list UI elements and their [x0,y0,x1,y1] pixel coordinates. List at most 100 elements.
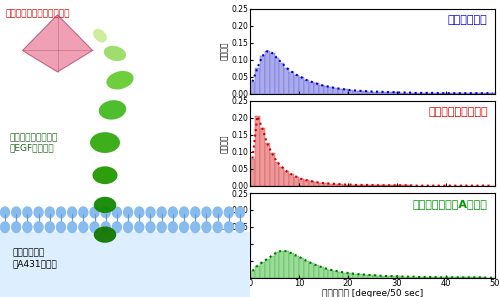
Text: ラトランクリンA添加時: ラトランクリンA添加時 [413,199,488,209]
Bar [466,277,470,278]
Bar [407,185,412,186]
Y-axis label: 相対頻度: 相対頻度 [220,42,229,61]
Circle shape [101,222,110,233]
Bar [334,271,338,278]
Circle shape [12,207,20,218]
Bar [274,252,280,278]
Text: 上皮がん細胞
（A431細胞）: 上皮がん細胞 （A431細胞） [12,249,57,268]
Bar [378,276,382,278]
Bar [441,277,446,278]
Bar [294,75,299,94]
Ellipse shape [90,132,120,153]
Circle shape [180,222,188,233]
Bar [270,53,274,94]
Bar [318,267,324,278]
Bar [392,185,397,186]
Bar [358,274,362,278]
Bar [451,277,456,278]
Bar [338,184,343,186]
Circle shape [135,222,144,233]
Circle shape [90,207,99,218]
Circle shape [68,207,76,218]
Bar [280,251,284,278]
Circle shape [0,222,10,233]
Circle shape [34,222,43,233]
Bar [387,276,392,278]
Bar [392,92,397,94]
Bar [460,93,466,94]
Bar [289,253,294,278]
Bar [255,266,260,278]
Circle shape [23,222,32,233]
Bar [260,263,264,278]
Bar [343,273,348,278]
Bar [289,174,294,186]
Bar [397,93,402,94]
Bar [402,93,407,94]
Bar [412,93,416,94]
Bar [422,277,426,278]
Bar [416,277,422,278]
Circle shape [157,222,166,233]
Circle shape [124,207,132,218]
Bar [432,277,436,278]
Bar [260,128,264,186]
Bar [426,277,432,278]
Circle shape [168,207,177,218]
Bar [299,179,304,186]
Bar [299,258,304,278]
Bar [368,275,372,278]
Circle shape [146,222,155,233]
Bar [432,93,436,94]
Bar [255,116,260,186]
Bar [407,93,412,94]
Circle shape [190,207,200,218]
Circle shape [56,207,66,218]
Bar [309,181,314,186]
Bar [387,92,392,94]
Text: 上皮成長因子受容体
（EGF受容体）: 上皮成長因子受容体 （EGF受容体） [10,133,58,152]
Bar [348,273,353,278]
Bar [426,93,432,94]
Bar [284,171,289,186]
Bar [324,86,328,94]
Bar [476,93,480,94]
Bar [270,256,274,278]
Bar [309,82,314,94]
Bar [264,259,270,278]
Circle shape [213,207,222,218]
Bar [372,185,378,186]
Bar [402,185,407,186]
Bar [264,143,270,186]
Circle shape [157,207,166,218]
Y-axis label: 相対頻度: 相対頻度 [220,226,229,245]
Bar [422,93,426,94]
Bar [480,93,485,94]
Ellipse shape [104,46,126,61]
Bar [250,159,255,186]
Ellipse shape [92,166,118,184]
Bar [314,182,318,186]
Bar [348,185,353,186]
Bar [299,77,304,94]
Bar [289,72,294,94]
Bar [353,185,358,186]
Bar [334,88,338,94]
Bar [250,82,255,94]
Circle shape [190,222,200,233]
Bar [378,92,382,94]
Bar [338,272,343,278]
Circle shape [23,207,32,218]
Circle shape [12,222,20,233]
Circle shape [202,222,211,233]
Bar [264,51,270,94]
Circle shape [168,222,177,233]
Bar [324,268,328,278]
Bar [392,276,397,278]
Circle shape [112,222,122,233]
Y-axis label: 相対頻度: 相対頻度 [220,134,229,153]
Bar [397,276,402,278]
Bar [436,277,441,278]
Circle shape [236,222,244,233]
X-axis label: 回転の速さ [degree/50 sec]: 回転の速さ [degree/50 sec] [322,290,423,297]
